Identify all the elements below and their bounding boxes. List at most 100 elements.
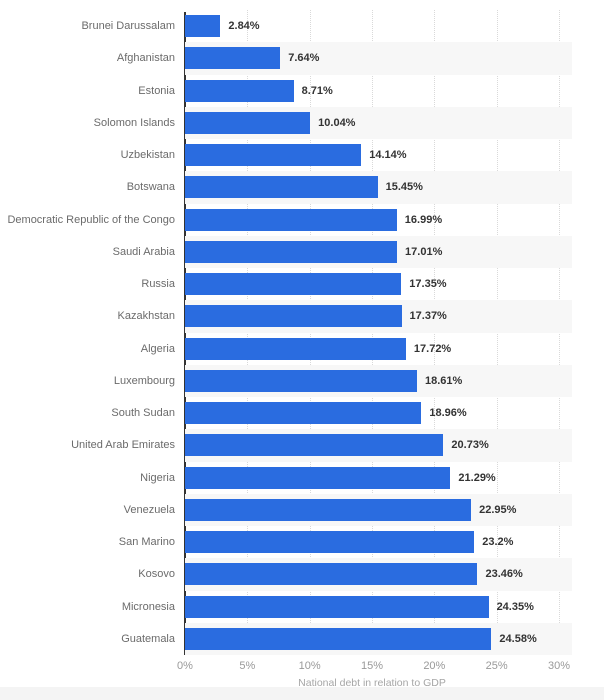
value-label: 18.96% — [429, 407, 467, 419]
bar-row: Micronesia 24.35% — [0, 591, 604, 623]
bar-track: 16.99% — [185, 204, 572, 236]
bar-row: Russia 17.35% — [0, 268, 604, 300]
bar[interactable] — [185, 595, 489, 618]
bar-track: 20.73% — [185, 429, 572, 462]
bar-row: Kazakhstan 17.37% — [0, 300, 604, 333]
bar-row: Venezuela 22.95% — [0, 493, 604, 526]
category-label: Kazakhstan — [117, 310, 175, 323]
bar-track: 7.64% — [185, 42, 572, 75]
bar[interactable] — [185, 337, 406, 360]
category-label: Nigeria — [140, 471, 175, 484]
x-tick-label: 5% — [239, 660, 256, 672]
bar-track: 17.72% — [185, 333, 572, 365]
value-label: 18.61% — [425, 374, 463, 387]
category-label: Russia — [141, 278, 175, 290]
x-tick-label: 0% — [177, 660, 193, 672]
category-label: Venezuela — [123, 503, 175, 516]
bar[interactable] — [185, 627, 492, 650]
bar[interactable] — [185, 111, 311, 134]
category-label: Algeria — [140, 342, 175, 355]
bar[interactable] — [185, 144, 362, 166]
bar-row: Brunei Darussalam 2.84% — [0, 10, 604, 42]
category-label: Saudi Arabia — [112, 245, 175, 258]
bar[interactable] — [185, 563, 478, 586]
bar[interactable] — [185, 498, 472, 521]
category-label: Afghanistan — [116, 52, 175, 65]
category-label: Luxembourg — [113, 374, 175, 387]
bar-row: United Arab Emirates 20.73% — [0, 429, 604, 462]
plot-area: Brunei Darussalam 2.84% Afghanistan 7.64% Es… — [0, 10, 604, 655]
value-label: 20.73% — [451, 439, 489, 452]
bar-track: 8.71% — [185, 75, 572, 107]
category-label: Solomon Islands — [93, 116, 175, 129]
bar-row: South Sudan 18.96% — [0, 397, 604, 429]
x-tick-label: 20% — [423, 660, 446, 672]
bar[interactable] — [185, 176, 378, 199]
value-label: 2.84% — [228, 20, 260, 32]
bar-row: Solomon Islands 10.04% — [0, 106, 604, 139]
value-label: 14.14% — [369, 149, 407, 161]
bar-track: 17.35% — [185, 268, 572, 300]
category-label: Democratic Republic of the Congo — [7, 213, 175, 226]
value-label: 24.35% — [496, 600, 534, 613]
bar-track: 21.29% — [185, 462, 572, 494]
x-tick-label: 25% — [485, 660, 508, 672]
bar-row: Luxembourg 18.61% — [0, 364, 604, 397]
bar[interactable] — [185, 531, 475, 553]
bar[interactable] — [185, 79, 294, 102]
x-tick-label: 30% — [547, 660, 571, 672]
x-tick-label: 10% — [298, 660, 321, 672]
bar-track: 24.58% — [185, 622, 572, 655]
bar-track: 23.46% — [185, 558, 572, 591]
bar-rows: Brunei Darussalam 2.84% Afghanistan 7.64% Es… — [0, 10, 604, 655]
bar-row: Botswana 15.45% — [0, 171, 604, 204]
bar-track: 18.61% — [185, 364, 572, 397]
category-label: Estonia — [138, 84, 175, 97]
value-label: 10.04% — [318, 116, 356, 129]
bar-track: 24.35% — [185, 591, 572, 623]
bar[interactable] — [185, 369, 417, 392]
x-axis-title: National debt in relation to GDP — [298, 677, 446, 689]
value-label: 16.99% — [404, 213, 443, 226]
value-label: 17.35% — [409, 278, 447, 290]
bar-row: Democratic Republic of the Congo 16.99% — [0, 204, 604, 236]
bar-track: 23.2% — [185, 526, 572, 558]
bar-track: 17.37% — [185, 300, 572, 333]
bar[interactable] — [185, 240, 398, 263]
bar-row: Algeria 17.72% — [0, 333, 604, 365]
category-label: Botswana — [126, 181, 175, 194]
category-label: Guatemala — [121, 632, 175, 645]
bar-row: Uzbekistan 14.14% — [0, 139, 604, 171]
bar-row: Guatemala 24.58% — [0, 622, 604, 655]
bar[interactable] — [185, 208, 397, 231]
bar-track: 22.95% — [185, 493, 572, 526]
bar-track: 18.96% — [185, 397, 572, 429]
bar[interactable] — [185, 47, 281, 70]
bar-track: 10.04% — [185, 106, 572, 139]
value-label: 7.64% — [288, 52, 320, 65]
bar-track: 2.84% — [185, 10, 572, 42]
bar[interactable] — [185, 466, 451, 489]
bar[interactable] — [185, 434, 444, 457]
bar-row: Kosovo 23.46% — [0, 558, 604, 591]
value-label: 17.37% — [409, 310, 447, 323]
value-label: 22.95% — [479, 503, 517, 516]
y-axis-line — [184, 12, 186, 655]
bar-row: Nigeria 21.29% — [0, 462, 604, 494]
footer-strip — [0, 687, 604, 700]
bar[interactable] — [185, 305, 402, 328]
category-label: Micronesia — [121, 600, 175, 613]
category-label: United Arab Emirates — [71, 439, 175, 452]
category-label: Brunei Darussalam — [81, 20, 175, 32]
category-label: San Marino — [118, 536, 175, 548]
bar[interactable] — [185, 273, 402, 295]
bar[interactable] — [185, 15, 221, 37]
bar-row: San Marino 23.2% — [0, 526, 604, 558]
bar[interactable] — [185, 402, 422, 424]
bar-track: 15.45% — [185, 171, 572, 204]
x-axis-ticks: 0% 5% 10% 15% 20% 25% 30% — [177, 660, 572, 674]
value-label: 15.45% — [385, 181, 423, 194]
bar-row: Estonia 8.71% — [0, 75, 604, 107]
x-tick-label: 15% — [360, 660, 384, 672]
